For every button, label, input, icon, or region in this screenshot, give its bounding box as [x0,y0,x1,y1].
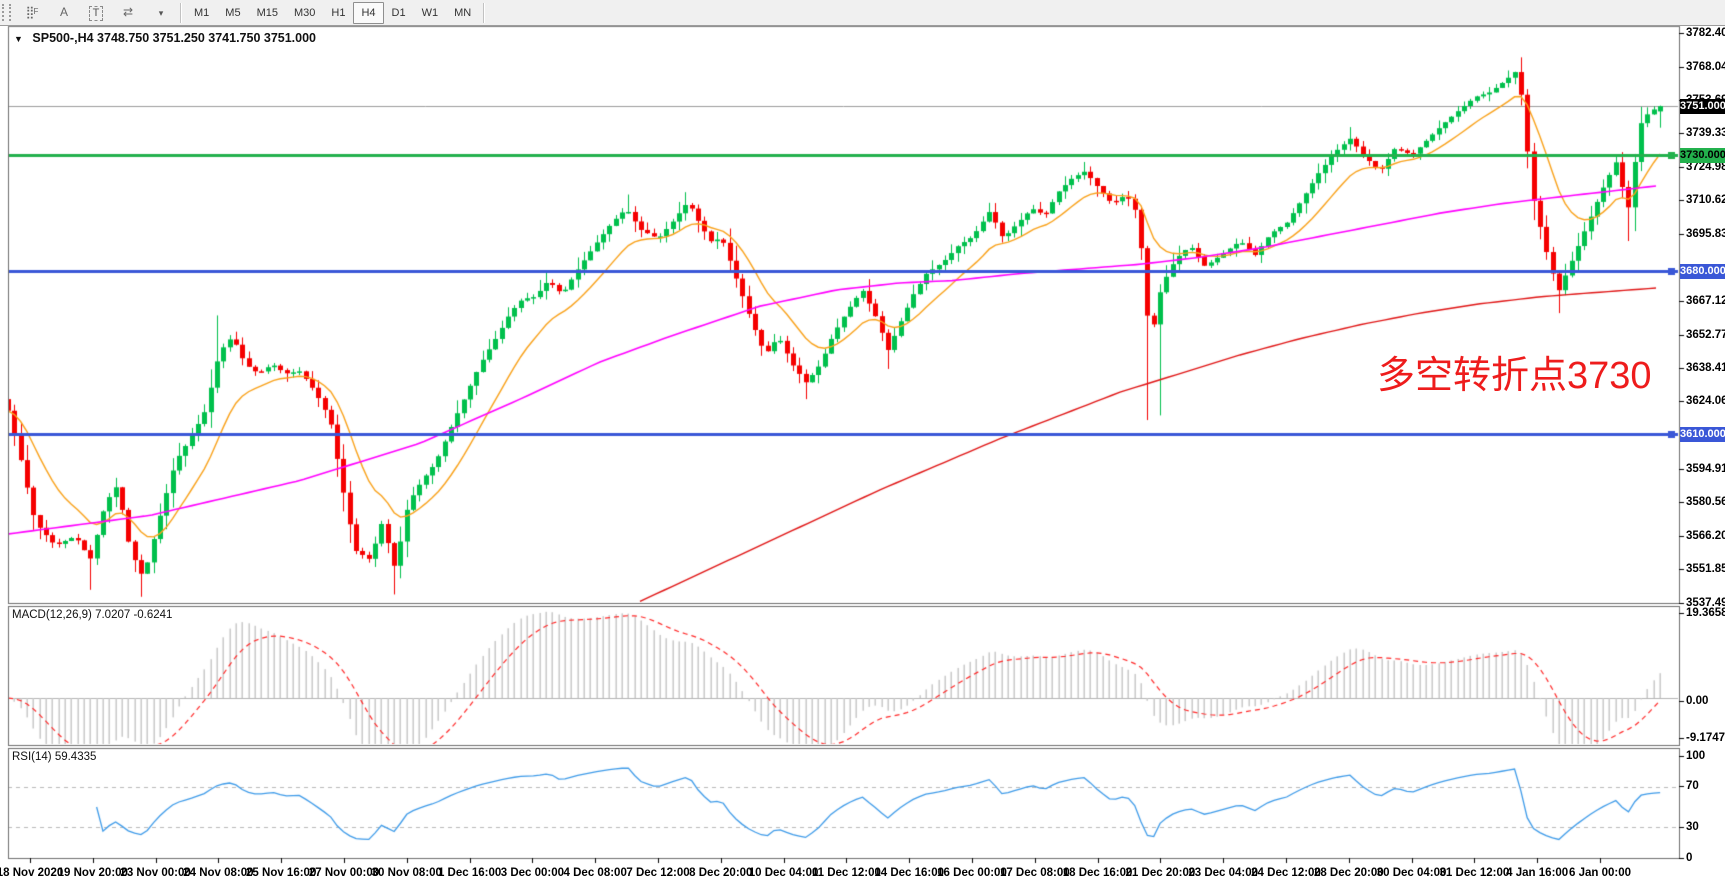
time-axis-label[interactable]: 16 Dec 00:00 [937,867,1007,879]
price-axis-tick[interactable]: 3782.400 [1686,27,1725,40]
time-axis-label[interactable]: 4 Jan 16:00 [1506,867,1569,879]
timeframe-h1[interactable]: H1 [331,6,346,19]
time-axis-label[interactable]: 24 Nov 08:00 [183,867,254,879]
text-label-icon[interactable]: T [81,3,111,24]
price-axis-tick[interactable]: 3624.060 [1686,395,1725,408]
price-axis-tick[interactable]: 3724.980 [1686,160,1725,173]
timeframe-h4[interactable]: H4 [353,1,384,24]
time-axis-label[interactable]: 14 Dec 16:00 [874,867,945,879]
price-axis-tick[interactable]: 3594.915 [1686,463,1725,476]
time-axis-label[interactable]: 11 Dec 12:00 [811,867,881,879]
time-axis-label[interactable]: 28 Dec 20:00 [1313,867,1384,879]
font-a-icon[interactable]: A [59,4,68,19]
timeframe-m5[interactable]: M5 [225,6,241,19]
price-axis-tick[interactable]: 3652.770 [1686,328,1725,341]
time-axis-label[interactable]: 17 Dec 08:00 [999,867,1070,879]
time-axis-label[interactable]: 24 Dec 12:00 [1251,867,1321,879]
time-axis-label[interactable]: 8 Dec 20:00 [689,867,753,879]
time-axis-label[interactable]: 25 Nov 16:00 [246,867,317,879]
price-axis-tick[interactable]: 3638.415 [1686,361,1725,374]
timeframe-m15[interactable]: M15 [256,6,278,19]
time-axis-label[interactable]: 3 Dec 00:00 [500,867,565,879]
rsi-axis-tick[interactable]: 30 [1686,821,1699,833]
macd-axis-tick[interactable]: 19.3658 [1686,607,1725,619]
price-axis-tick[interactable]: 3580.560 [1686,496,1725,509]
hline-price-tag: 3680.000 [1680,263,1725,279]
time-axis-label[interactable]: 30 Nov 08:00 [371,867,442,879]
macd-axis-tick[interactable]: -9.1747 [1686,732,1725,744]
time-axis-label[interactable]: 1 Dec 16:00 [437,867,502,879]
price-axis-tick[interactable]: 3710.625 [1686,194,1725,207]
time-axis-label[interactable]: 19 Nov 20:00 [57,867,128,879]
arrange-arrows-icon[interactable]: ⇄ [122,4,134,19]
time-axis-label[interactable]: 7 Dec 12:00 [626,867,690,879]
drawing-tools: ⣿ F A T ⇄ ▾ [16,1,176,24]
time-axis-label[interactable]: 23 Nov 00:00 [120,867,191,879]
toolbar: ⣿ F A T ⇄ ▾ M1 M5 M15 M30 H1 H4 D1 W1 MN [0,0,1725,26]
time-axis-label[interactable]: 30 Dec 04:00 [1376,867,1447,879]
time-axis-label[interactable]: 18 Nov 2020 [0,867,64,879]
toolbar-separator [483,2,486,23]
macd-axis-tick[interactable]: 0.00 [1686,695,1709,707]
symbol-dropdown-icon[interactable]: ▼ [14,34,23,44]
chart-title: ▼ SP500-,H4 3748.750 3751.250 3741.750 3… [14,31,316,45]
rsi-indicator-label: RSI(14) 59.4335 [12,751,97,763]
time-axis-label[interactable]: 18 Dec 16:00 [1062,867,1133,879]
rsi-axis-tick[interactable]: 70 [1686,780,1699,792]
time-axis-label[interactable]: 21 Dec 20:00 [1125,867,1196,879]
price-axis-tick[interactable]: 3537.495 [1686,596,1725,609]
hline-price-tag: 3730.000 [1680,147,1725,163]
timeframe-d1[interactable]: D1 [391,6,406,19]
price-axis-tick[interactable]: 3695.835 [1686,228,1725,241]
timeframe-m1[interactable]: M1 [194,6,210,19]
price-axis-tick[interactable]: 3667.125 [1686,295,1725,308]
rsi-axis-tick[interactable]: 0 [1686,852,1693,864]
time-axis-label[interactable]: 23 Dec 04:00 [1188,867,1259,879]
time-axis-label[interactable]: 27 Nov 00:00 [308,867,380,879]
time-axis-label[interactable]: 31 Dec 12:00 [1439,867,1510,879]
toolbar-grip-handle[interactable] [2,4,11,21]
price-axis-tick[interactable]: 3768.045 [1686,60,1725,73]
timeframe-w1[interactable]: W1 [421,6,439,19]
rsi-axis-tick[interactable]: 100 [1686,750,1706,762]
price-axis-tick[interactable]: 3739.335 [1686,127,1725,140]
timeframe-mn[interactable]: MN [454,6,472,19]
dropdown-caret-icon[interactable]: ▾ [158,7,164,18]
price-axis-tick[interactable]: 3566.205 [1686,529,1725,542]
hline-price-tag: 3610.000 [1680,426,1725,442]
time-axis-label[interactable]: 4 Dec 08:00 [563,867,627,879]
macd-indicator-label: MACD(12,26,9) 7.0207 -0.6241 [12,609,173,621]
chart-symbol-period: SP500-,H4 [32,31,94,45]
chart-annotation-text[interactable]: 多空转折点3730 [1377,355,1652,397]
time-axis-label[interactable]: 10 Dec 04:00 [748,867,819,879]
price-axis-tick[interactable]: 3551.850 [1686,563,1725,576]
timeframe-m30[interactable]: M30 [293,6,316,19]
time-axis-label[interactable]: 6 Jan 00:00 [1568,867,1632,879]
current-price-tag: 3751.000 [1680,98,1725,114]
indicator-grid-icon[interactable]: ⣿ F [25,4,39,19]
chart-ohlc-values: 3748.750 3751.250 3741.750 3751.000 [97,31,317,45]
timeframe-buttons: M1 M5 M15 M30 H1 H4 D1 W1 MN [186,1,479,24]
toolbar-separator [180,2,182,23]
